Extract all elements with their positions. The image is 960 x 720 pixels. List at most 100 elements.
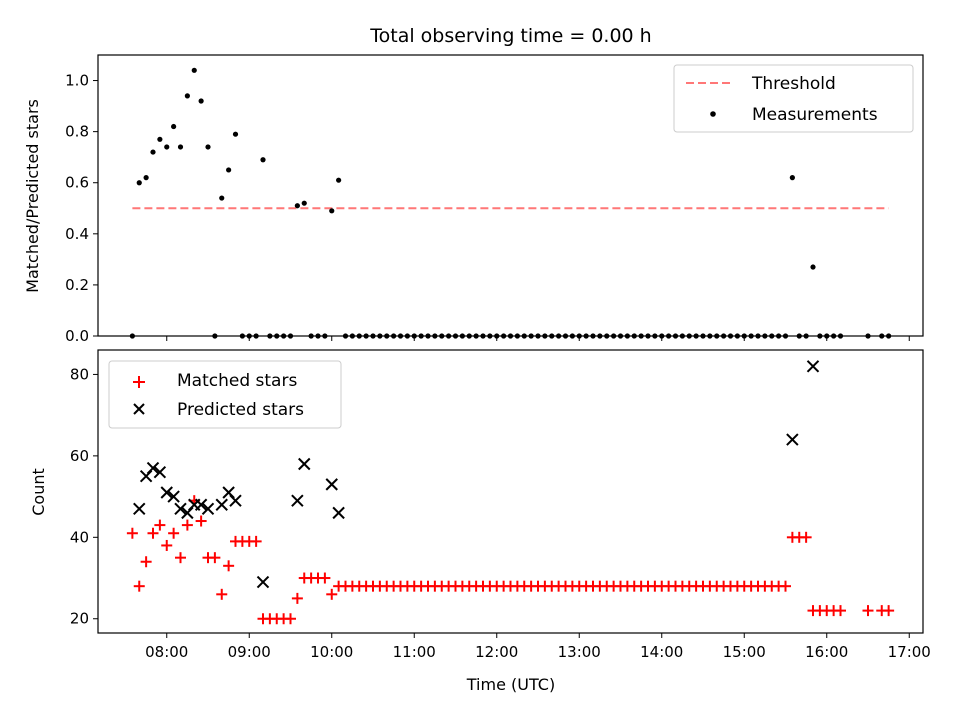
matched-point xyxy=(168,527,180,539)
chart-title: Total observing time = 0.00 h xyxy=(369,25,651,47)
measurement-point xyxy=(232,131,239,137)
measurement-point xyxy=(184,93,190,99)
measurement-point xyxy=(171,123,177,130)
top-y-ticks: 0.0 0.2 0.4 0.6 0.8 1.0 xyxy=(65,72,98,345)
top-y-tick-label: 0.8 xyxy=(65,123,89,141)
x-tick-label: 08:00 xyxy=(145,643,188,661)
measurement-point xyxy=(150,149,156,155)
legend-threshold-label: Threshold xyxy=(751,74,836,94)
x-tick-label: 12:00 xyxy=(475,643,518,661)
predicted-point xyxy=(298,457,311,471)
bottom-y-axis-title: Count xyxy=(29,468,48,516)
matched-point xyxy=(326,588,338,600)
matched-layer xyxy=(126,495,895,625)
predicted-point xyxy=(133,502,146,516)
bottom-y-tick-label: 20 xyxy=(70,610,89,628)
x-tick-label: 17:00 xyxy=(888,643,931,661)
predicted-point xyxy=(160,486,173,499)
measurement-point xyxy=(260,157,266,163)
top-panel: 0.0 0.2 0.4 0.6 0.8 1.0 Matched/Predicted sta… xyxy=(23,54,924,345)
matched-point xyxy=(285,613,296,625)
predicted-layer xyxy=(133,360,820,589)
measurement-point xyxy=(294,203,300,209)
measurement-point xyxy=(336,177,342,183)
matched-point xyxy=(140,556,152,568)
predicted-point xyxy=(806,360,820,373)
legend-matched-label: Matched stars xyxy=(177,371,297,391)
predicted-point xyxy=(215,498,228,511)
measurement-point xyxy=(219,195,225,201)
x-axis-title: Time (UTC) xyxy=(466,675,555,694)
matched-point xyxy=(780,580,791,592)
predicted-point xyxy=(291,494,304,507)
x-tick-label: 13:00 xyxy=(558,643,601,661)
predicted-point xyxy=(229,494,242,507)
bottom-y-tick-label: 60 xyxy=(70,447,89,465)
matched-point xyxy=(883,605,895,617)
top-y-tick-label: 0.0 xyxy=(65,327,89,345)
matched-point xyxy=(195,515,207,527)
measurement-point xyxy=(301,200,307,206)
matched-point xyxy=(161,539,173,551)
bottom-panel: 20 40 60 80 08:00 09:00 10:00 11:00 12:00 13:00 1… xyxy=(29,349,931,694)
bottom-legend-box xyxy=(108,360,342,429)
top-axes-frame xyxy=(97,54,924,337)
bottom-x-ticks: 08:00 09:00 10:00 11:00 12:00 13:00 14:00 15:00… xyxy=(145,633,931,661)
top-legend-box xyxy=(673,64,914,133)
bottom-axes-frame xyxy=(97,349,924,634)
measurement-point xyxy=(191,67,197,73)
x-tick-label: 11:00 xyxy=(393,643,436,661)
matched-point xyxy=(835,605,846,617)
predicted-point xyxy=(174,502,187,516)
measurement-point xyxy=(226,167,232,173)
x-tick-label: 10:00 xyxy=(310,643,353,661)
legend-measurements-label: Measurements xyxy=(752,105,878,125)
measurement-point xyxy=(205,144,211,150)
top-legend: Threshold Measurements xyxy=(673,64,914,133)
matched-point xyxy=(181,519,193,531)
matched-point xyxy=(862,605,874,617)
matched-point xyxy=(209,552,221,564)
top-x-ticks xyxy=(166,336,910,341)
matched-point xyxy=(319,572,331,584)
predicted-point xyxy=(194,498,208,511)
matched-point xyxy=(175,552,186,564)
matched-point xyxy=(147,527,159,539)
measurement-point xyxy=(177,144,184,150)
legend-predicted-label: Predicted stars xyxy=(177,400,304,420)
legend-predicted-marker xyxy=(133,403,145,415)
top-y-tick-label: 1.0 xyxy=(65,72,89,90)
measurement-point xyxy=(198,98,204,104)
measurement-point xyxy=(136,180,142,186)
predicted-point xyxy=(786,433,799,446)
x-tick-label: 15:00 xyxy=(723,643,766,661)
predicted-point xyxy=(332,506,345,520)
measurement-point xyxy=(789,175,795,181)
x-tick-label: 14:00 xyxy=(640,643,683,661)
top-y-tick-label: 0.6 xyxy=(65,174,89,192)
measurement-point xyxy=(164,144,170,150)
predicted-point xyxy=(325,478,338,491)
predicted-point xyxy=(256,575,270,589)
matched-point xyxy=(133,580,145,592)
measurement-point xyxy=(157,136,163,142)
matched-point xyxy=(223,560,235,572)
matched-point xyxy=(800,531,812,543)
x-tick-label: 16:00 xyxy=(805,643,848,661)
predicted-point xyxy=(167,490,180,503)
matched-point xyxy=(291,592,303,604)
bottom-y-tick-label: 40 xyxy=(70,528,89,546)
predicted-point xyxy=(146,461,160,475)
bottom-legend: Matched stars Predicted stars xyxy=(108,360,342,429)
predicted-point xyxy=(201,502,215,516)
matched-point xyxy=(126,527,138,539)
legend-measurements-marker xyxy=(710,111,716,117)
bottom-y-tick-label: 80 xyxy=(70,365,89,383)
matched-point xyxy=(216,588,228,600)
legend-matched-marker xyxy=(133,376,145,388)
measurement-point xyxy=(810,264,816,270)
top-y-tick-label: 0.2 xyxy=(65,276,89,294)
matched-point xyxy=(250,535,262,547)
x-tick-label: 09:00 xyxy=(228,643,271,661)
